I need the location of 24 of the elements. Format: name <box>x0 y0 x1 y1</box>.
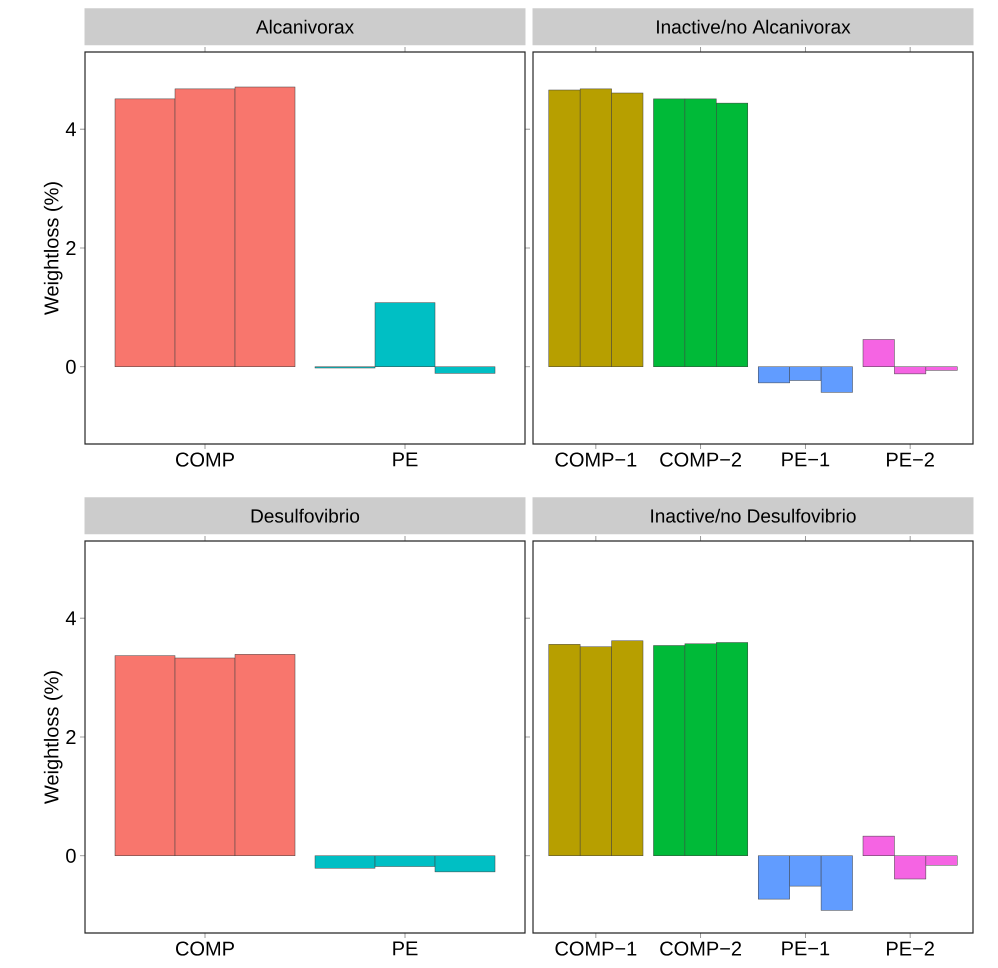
y-tick-label: 2 <box>66 241 76 255</box>
x-tick-label: PE−2 <box>887 942 934 956</box>
x-tick-label: COMP <box>176 452 234 467</box>
x-tick-label: PE−2 <box>887 452 934 466</box>
x-tick-label: COMP−2 <box>660 942 742 956</box>
chart-title: Inactive/no Desulfovibrio <box>651 508 856 523</box>
chart-title: Inactive/no Alcanivorax <box>657 20 850 34</box>
x-tick-label: PE−1 <box>782 452 830 466</box>
x-tick-label: PE <box>393 942 418 956</box>
y-tick-label: 2 <box>66 730 76 744</box>
x-tick-label: COMP−1 <box>555 452 636 467</box>
y-tick-label: 0 <box>66 848 76 863</box>
x-tick-label: COMP−2 <box>660 452 742 467</box>
x-tick-label: PE−1 <box>782 942 830 956</box>
y-tick-label: 4 <box>66 122 76 136</box>
chart-title: Desulfovibrio <box>252 508 360 523</box>
x-tick-label: PE <box>393 452 418 466</box>
x-tick-label: COMP <box>176 942 234 956</box>
x-tick-label: COMP−1 <box>555 942 636 956</box>
chart-title: Alcanivorax <box>256 20 354 34</box>
y-tick-label: 4 <box>66 611 76 626</box>
y-tick-label: 0 <box>66 360 76 374</box>
y-axis-title: Weightloss (%) <box>44 182 62 315</box>
y-axis-title: Weightloss (%) <box>44 671 62 804</box>
